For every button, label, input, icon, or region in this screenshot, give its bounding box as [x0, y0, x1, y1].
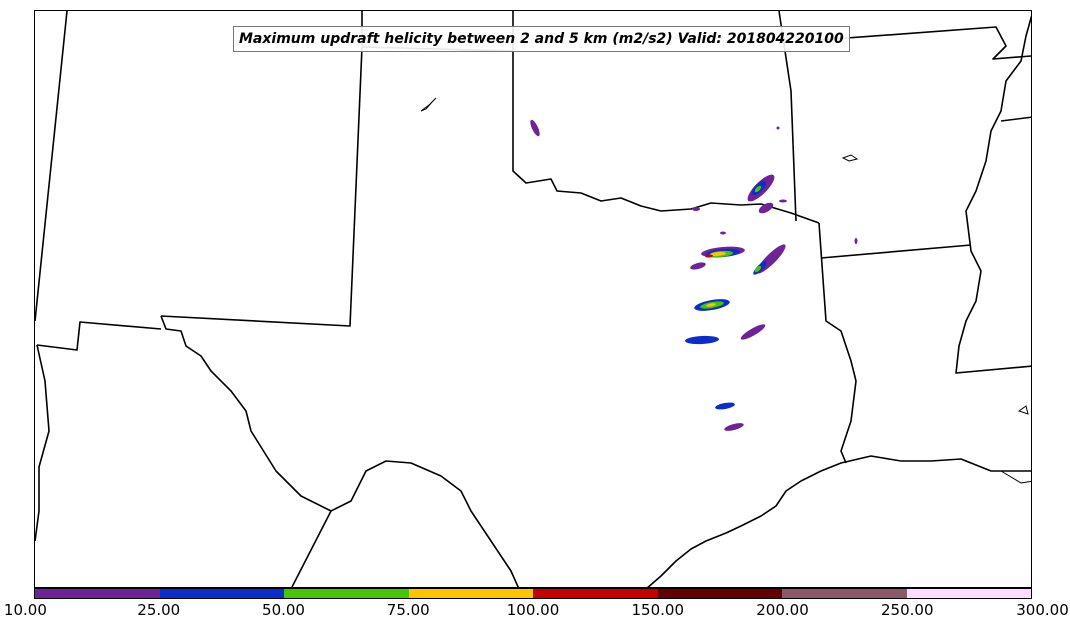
colorbar-tick-label: 75.00 — [386, 601, 430, 619]
state-border-nm-tx-west — [36, 321, 162, 351]
lake-feature — [841, 154, 859, 162]
colorbar-segment — [408, 589, 533, 598]
state-border-nm-mexico — [35, 344, 50, 542]
state-border-nm-east — [160, 11, 363, 327]
colorbar-tick-label: 10.00 — [3, 601, 47, 619]
helicity-swath — [706, 303, 716, 307]
helicity-swath — [779, 199, 787, 203]
state-border-mo-tn — [778, 26, 1031, 60]
colorbar-segment — [284, 589, 409, 598]
map-panel: Maximum updraft helicity between 2 and 5… — [34, 10, 1032, 588]
helicity-swath — [740, 324, 766, 340]
colorbar-segment — [782, 589, 907, 598]
gulf-coastline — [647, 455, 1031, 587]
louisiana-coast — [1000, 470, 1031, 484]
lake-feature — [420, 97, 437, 112]
colorbar-segment — [533, 589, 658, 598]
colorbar-tick-label: 200.00 — [756, 601, 809, 619]
helicity-swath — [758, 202, 774, 214]
helicity-swath — [754, 265, 762, 273]
colorbar-tick-label: 50.00 — [262, 601, 305, 619]
map-title: Maximum updraft helicity between 2 and 5… — [233, 26, 850, 52]
helicity-swath — [690, 262, 706, 270]
colorbar-tick-label: 250.00 — [881, 601, 934, 619]
state-border-ar-la — [818, 222, 857, 464]
state-border-ms-al — [1000, 116, 1031, 122]
helicity-swath — [685, 335, 719, 345]
colorbar-tick-label: 100.00 — [506, 601, 560, 619]
state-border-ok-ks — [361, 46, 820, 224]
helicity-swath — [705, 254, 713, 258]
state-border-ar-la-north — [820, 244, 972, 259]
colorbar-segment — [35, 589, 160, 598]
colorbar-segment — [159, 589, 284, 598]
helicity-swath — [754, 185, 762, 193]
colorbar-tick-label: 300.00 — [1016, 601, 1069, 619]
helicity-swath — [715, 402, 735, 410]
helicity-swath — [854, 238, 858, 244]
helicity-swath — [710, 251, 726, 257]
helicity-swath — [692, 207, 700, 211]
colorbar-segment — [906, 589, 1031, 598]
colorbar-segment — [657, 589, 782, 598]
helicity-swath — [720, 231, 726, 235]
state-border-ms-river — [955, 15, 1031, 374]
colorbar — [34, 588, 1032, 599]
colorbar-tick-label: 25.00 — [137, 601, 181, 619]
helicity-swaths — [530, 119, 858, 431]
map-canvas — [35, 11, 1031, 587]
colorbar-tick-label: 150.00 — [631, 601, 685, 619]
state-border-colorado-nm — [35, 11, 68, 322]
helicity-swath — [530, 119, 540, 137]
helicity-swath — [776, 126, 780, 130]
state-border-mexico-west — [291, 510, 332, 587]
helicity-swath — [724, 423, 744, 431]
lake-feature — [1017, 405, 1029, 415]
state-border-tx-mexico — [160, 315, 519, 587]
